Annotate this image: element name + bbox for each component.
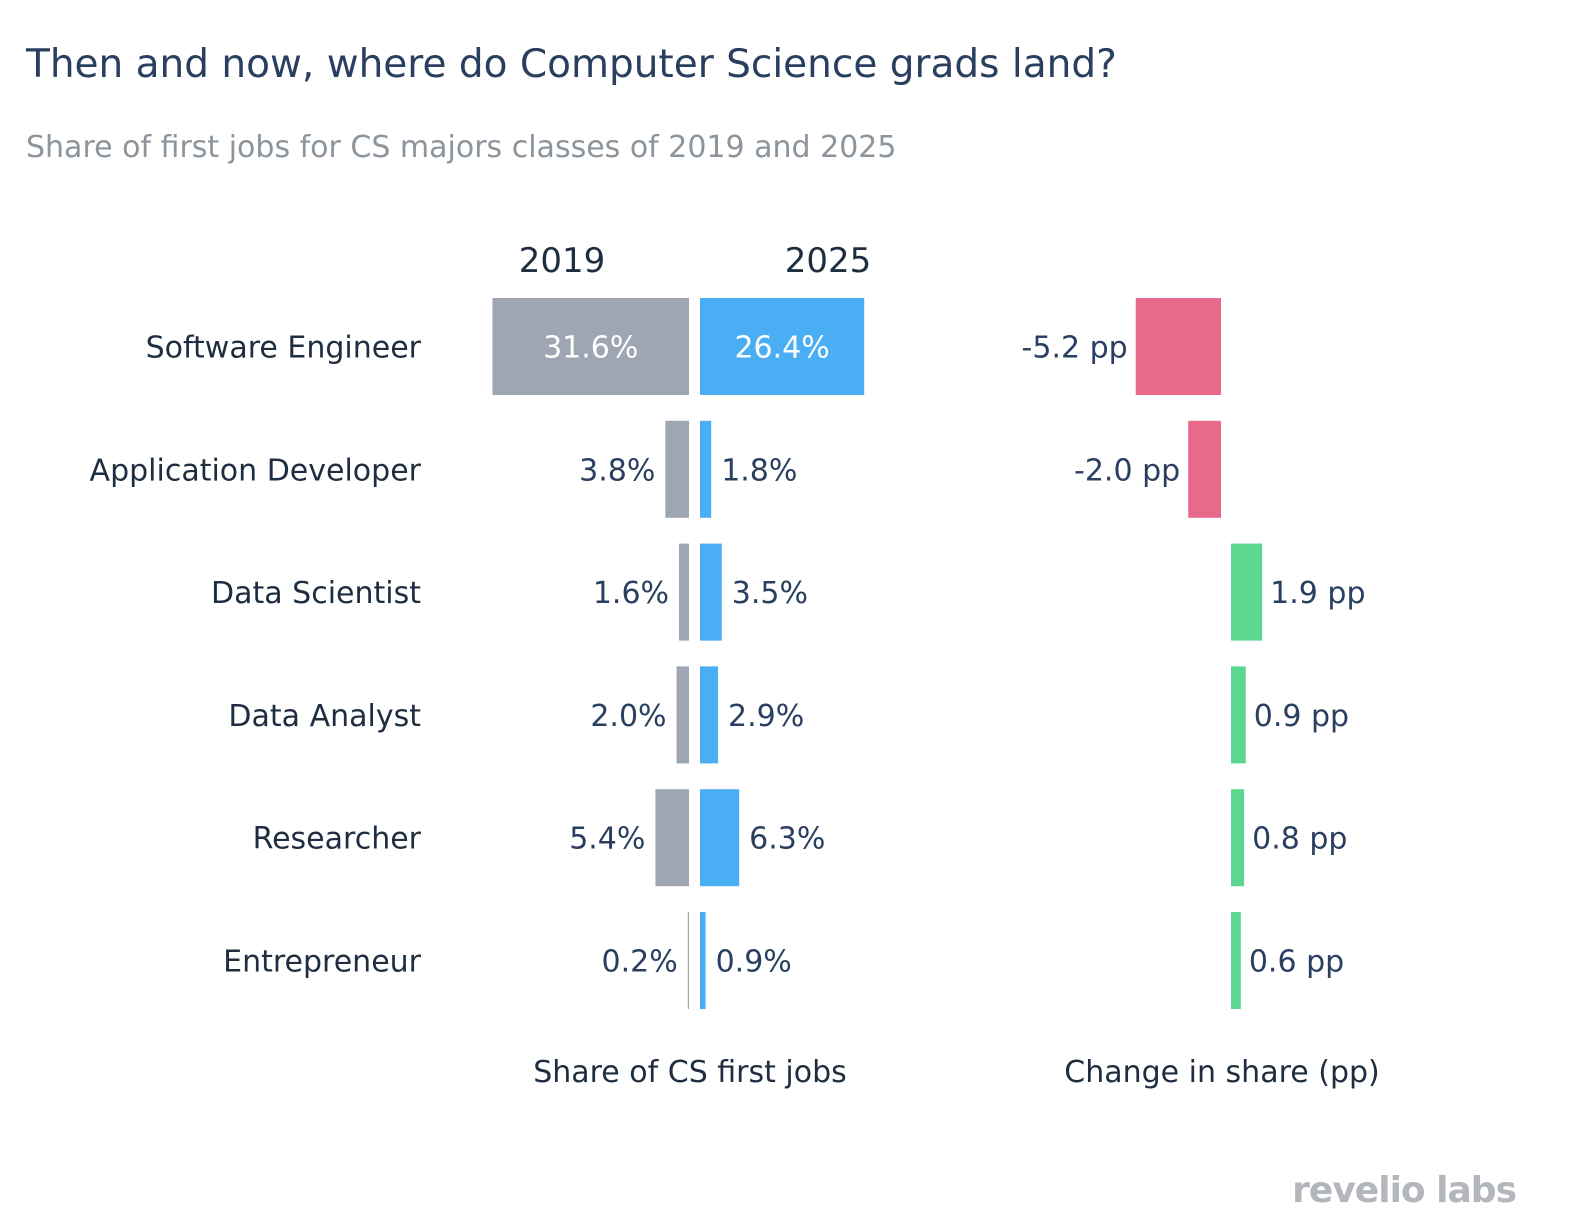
label-change-software-engineer: -5.2 pp <box>1022 331 1128 366</box>
bar-2019-data-analyst <box>676 666 689 764</box>
bar-2019-data-scientist <box>679 543 689 641</box>
bar-2019-software-engineer <box>492 298 689 395</box>
bar-change-entrepreneur <box>1231 912 1241 1009</box>
label-2025-application-developer: 1.8% <box>721 453 797 488</box>
label-2019-software-engineer: 31.6% <box>543 331 638 366</box>
label-change-application-developer: -2.0 pp <box>1074 453 1180 488</box>
label-2019-data-analyst: 2.0% <box>590 699 666 734</box>
category-label-entrepreneur: Entrepreneur <box>223 945 422 980</box>
bar-2019-application-developer <box>665 420 689 518</box>
label-2019-researcher: 5.4% <box>569 822 645 857</box>
x-axis-label-share: Share of CS first jobs <box>533 1055 847 1090</box>
label-2019-application-developer: 3.8% <box>579 453 655 488</box>
label-2025-data-analyst: 2.9% <box>728 699 804 734</box>
label-2019-data-scientist: 1.6% <box>593 576 669 611</box>
bar-change-data-analyst <box>1231 666 1246 764</box>
category-label-data-analyst: Data Analyst <box>228 699 421 734</box>
category-label-application-developer: Application Developer <box>90 453 422 488</box>
bar-2025-entrepreneur <box>700 912 706 1009</box>
label-change-researcher: 0.8 pp <box>1252 822 1347 857</box>
bar-change-data-scientist <box>1231 543 1263 641</box>
bar-2025-data-analyst <box>700 666 719 764</box>
chart-subtitle: Share of first jobs for CS majors classe… <box>26 130 897 165</box>
header-2025: 2025 <box>785 241 872 281</box>
bar-change-researcher <box>1231 789 1245 887</box>
chart-title: Then and now, where do Computer Science … <box>26 42 1117 87</box>
bars-group: Software Engineer 31.6% 26.4% -5.2 pp Applic… <box>90 298 1366 1009</box>
bar-2019-entrepreneur <box>687 912 689 1009</box>
bar-2025-software-engineer <box>700 298 865 395</box>
bar-2025-researcher <box>700 789 740 887</box>
bar-2025-application-developer <box>700 420 712 518</box>
category-label-researcher: Researcher <box>253 822 422 857</box>
category-label-data-scientist: Data Scientist <box>211 576 421 611</box>
label-2025-software-engineer: 26.4% <box>734 331 829 366</box>
bar-2025-data-scientist <box>700 543 722 641</box>
label-2019-entrepreneur: 0.2% <box>602 945 678 980</box>
revelio-labs-logo: revelio labs <box>1292 1170 1517 1211</box>
label-change-entrepreneur: 0.6 pp <box>1249 945 1344 980</box>
label-change-data-analyst: 0.9 pp <box>1254 699 1349 734</box>
bar-change-software-engineer <box>1135 298 1221 395</box>
label-2025-data-scientist: 3.5% <box>732 576 808 611</box>
label-change-data-scientist: 1.9 pp <box>1270 576 1365 611</box>
x-axis-label-change: Change in share (pp) <box>1064 1055 1379 1090</box>
label-2025-entrepreneur: 0.9% <box>716 945 792 980</box>
bar-change-application-developer <box>1188 420 1221 518</box>
bar-2019-researcher <box>655 789 689 887</box>
category-label-software-engineer: Software Engineer <box>146 331 422 366</box>
label-2025-researcher: 6.3% <box>749 822 825 857</box>
header-2019: 2019 <box>519 241 606 281</box>
